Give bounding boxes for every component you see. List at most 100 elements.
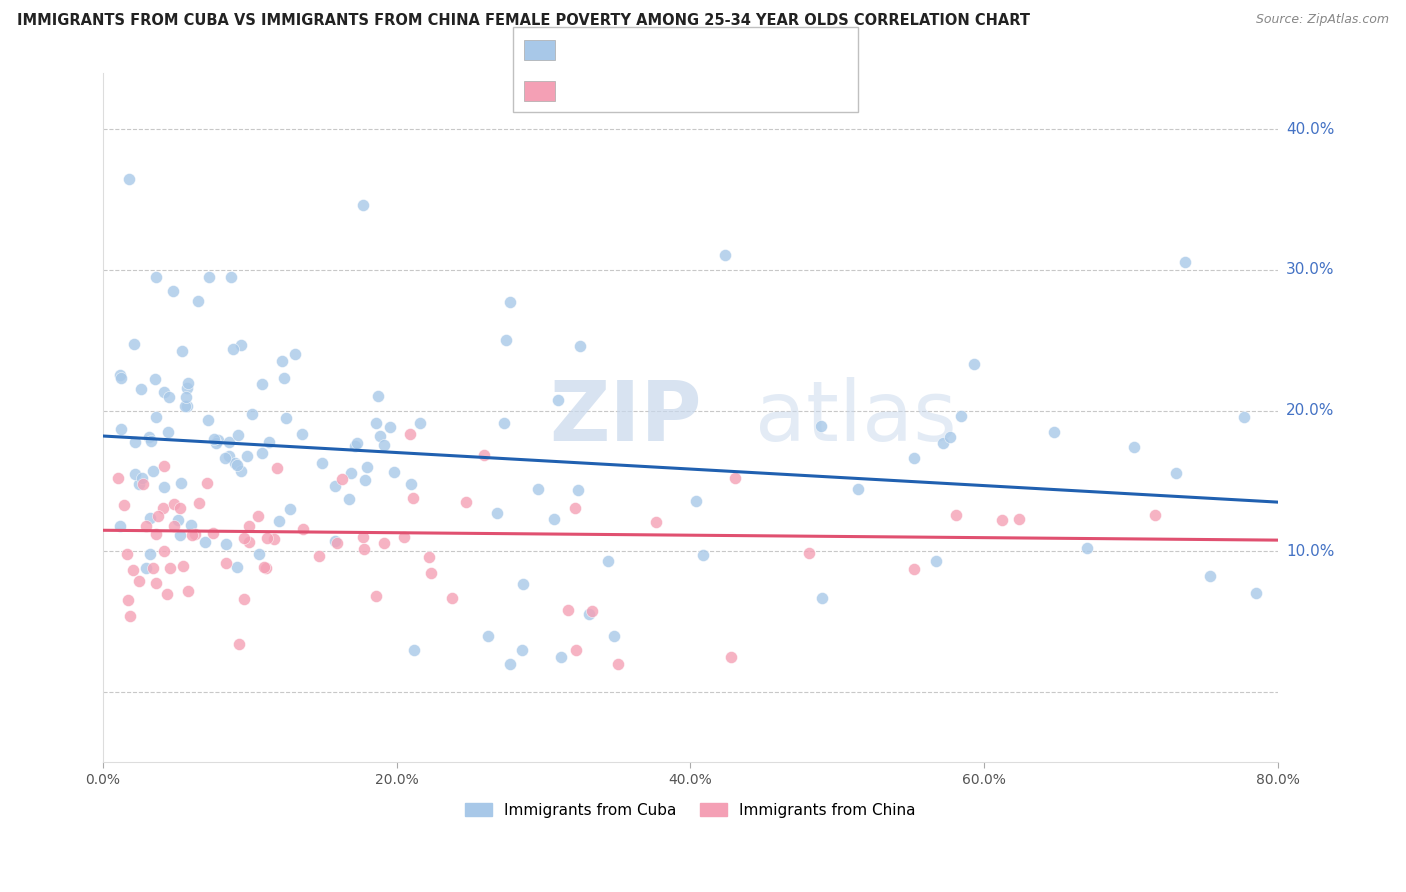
Point <box>143 371 166 385</box>
Point <box>195 476 218 491</box>
Point <box>172 559 194 574</box>
Point <box>353 542 375 557</box>
Point <box>253 560 276 574</box>
Point <box>373 536 395 550</box>
Point <box>131 471 153 485</box>
Point <box>567 483 589 497</box>
Point <box>204 433 226 447</box>
Point <box>267 514 290 528</box>
Text: Source: ZipAtlas.com: Source: ZipAtlas.com <box>1256 13 1389 27</box>
Point <box>1174 255 1197 269</box>
Point <box>232 592 254 607</box>
Point <box>110 519 132 533</box>
Point <box>187 294 209 309</box>
Point <box>418 550 440 565</box>
Point <box>187 496 209 510</box>
Point <box>240 407 263 421</box>
Point <box>156 587 179 601</box>
Point <box>162 284 184 298</box>
Point <box>129 382 152 396</box>
Point <box>903 562 925 576</box>
Point <box>222 343 245 357</box>
Point <box>135 519 157 533</box>
Point <box>153 458 176 473</box>
Point <box>543 512 565 526</box>
Point <box>330 472 353 486</box>
Point <box>118 171 141 186</box>
Point <box>311 457 333 471</box>
Point <box>564 500 586 515</box>
Point <box>205 436 228 450</box>
Point <box>226 458 249 473</box>
Point <box>692 548 714 562</box>
Point <box>644 515 666 529</box>
Text: 40.0%: 40.0% <box>1286 122 1334 136</box>
Point <box>925 553 948 567</box>
Point <box>945 508 967 523</box>
Point <box>110 422 132 436</box>
Point <box>598 554 620 568</box>
Point <box>180 518 202 533</box>
Point <box>364 416 387 430</box>
Point <box>378 419 401 434</box>
Point <box>112 498 135 512</box>
Point <box>1244 586 1267 600</box>
Point <box>273 371 295 385</box>
Point <box>290 427 312 442</box>
Point <box>124 467 146 482</box>
Point <box>499 295 522 310</box>
Point <box>122 563 145 577</box>
Point <box>141 434 163 448</box>
Point <box>274 410 297 425</box>
Point <box>271 354 294 368</box>
Point <box>398 426 420 441</box>
Point <box>135 561 157 575</box>
Point <box>939 430 962 444</box>
Point <box>382 465 405 479</box>
Point <box>128 476 150 491</box>
Point <box>247 509 270 524</box>
Point <box>1123 441 1146 455</box>
Point <box>218 434 240 449</box>
Point <box>145 576 167 591</box>
Point <box>139 547 162 561</box>
Point <box>257 434 280 449</box>
Point <box>218 449 240 463</box>
Point <box>132 476 155 491</box>
Point <box>1199 568 1222 582</box>
Point <box>157 425 180 439</box>
Point <box>278 501 301 516</box>
Point <box>810 419 832 434</box>
Point <box>404 643 426 657</box>
Point <box>1232 409 1254 424</box>
Point <box>724 471 747 485</box>
Point <box>174 390 197 404</box>
Point <box>352 198 374 212</box>
Point <box>170 476 193 491</box>
Text: R =: R = <box>561 43 595 57</box>
Point <box>250 376 273 391</box>
Point <box>323 479 346 493</box>
Point <box>177 376 200 391</box>
Point <box>326 536 349 550</box>
Point <box>495 333 517 347</box>
Point <box>346 435 368 450</box>
Point <box>578 607 600 621</box>
Point <box>340 466 363 480</box>
Point <box>399 477 422 491</box>
Point <box>176 399 198 413</box>
Point <box>120 608 142 623</box>
Point <box>231 464 253 478</box>
Point <box>202 526 225 541</box>
Point <box>367 389 389 403</box>
Point <box>1166 466 1188 480</box>
Point <box>323 534 346 549</box>
Point <box>337 492 360 507</box>
Point <box>215 537 238 551</box>
Point <box>194 535 217 549</box>
Point <box>157 390 180 404</box>
Point <box>214 451 236 466</box>
Point <box>110 370 132 384</box>
Point <box>197 413 219 427</box>
Point <box>198 270 221 285</box>
